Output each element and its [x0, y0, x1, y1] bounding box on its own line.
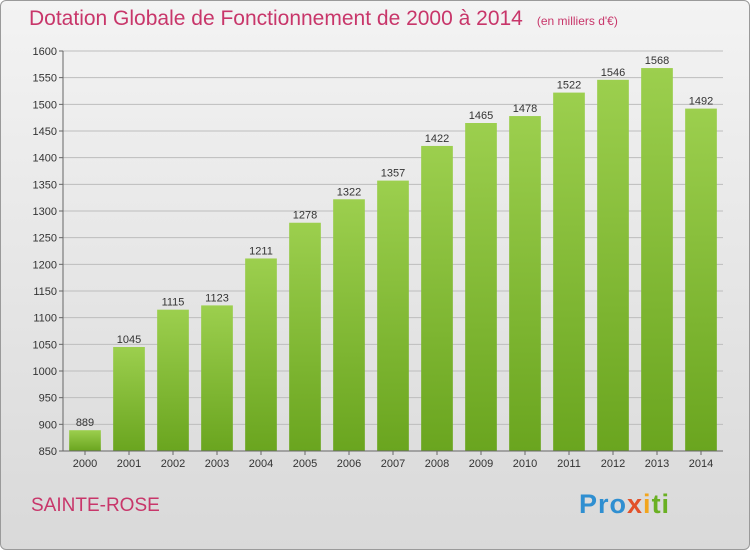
bar-2008	[421, 145, 453, 451]
bar-2007	[377, 180, 409, 451]
y-tick-label: 1050	[33, 339, 57, 351]
bars: 889 1045 1115 1123 1211 1278 1322 1357 1422 1465 1…	[69, 55, 717, 452]
y-tick-label: 950	[39, 393, 57, 405]
x-tick-label: 2001	[117, 458, 141, 470]
bar-value-label: 1478	[513, 103, 537, 115]
y-tick-label: 1450	[33, 126, 57, 138]
bar-value-label: 1522	[557, 80, 581, 92]
x-tick-label: 2008	[425, 458, 449, 470]
bar-2011	[553, 92, 585, 451]
x-tick-label: 2009	[469, 458, 493, 470]
y-tick-label: 1000	[33, 366, 57, 378]
x-tick-label: 2007	[381, 458, 405, 470]
y-tick-label: 1600	[33, 46, 57, 58]
bar-2005	[289, 222, 321, 451]
y-tick-label: 1350	[33, 179, 57, 191]
bar-2002	[157, 309, 189, 451]
bar-2001	[113, 347, 145, 451]
bar-value-label: 1465	[469, 110, 493, 122]
x-tick-label: 2003	[205, 458, 229, 470]
x-tick-label: 2000	[73, 458, 97, 470]
x-tick-label: 2013	[645, 458, 669, 470]
y-tick-label: 1300	[33, 206, 57, 218]
bar-2010	[509, 116, 541, 452]
y-tick-label: 1150	[33, 286, 57, 298]
bar-2012	[597, 79, 629, 452]
chart-title-text: Dotation Globale de Fonctionnement de 20…	[29, 7, 523, 30]
x-tick-label: 2005	[293, 458, 317, 470]
bar-value-label: 1278	[293, 210, 317, 222]
bar-value-label: 1211	[249, 245, 273, 257]
y-axis: 850 900 950 1000 1050 1100 1150 1200 1250 1300 135…	[33, 46, 64, 458]
y-tick-label: 1400	[33, 153, 57, 165]
y-tick-label: 1550	[33, 73, 57, 85]
bar-value-label: 1422	[425, 133, 449, 145]
bar-2014	[685, 108, 717, 451]
logo-part-1: Pro	[579, 489, 628, 519]
bar-2000	[69, 430, 101, 451]
bar-value-label: 1045	[117, 334, 141, 346]
logo-part-3: i	[643, 489, 652, 519]
bar-value-label: 1123	[205, 292, 229, 304]
x-tick-label: 2010	[513, 458, 537, 470]
chart-subtitle: (en milliers d'€)	[536, 14, 618, 28]
commune-name: SAINTE-ROSE	[31, 495, 160, 516]
x-tick-label: 2006	[337, 458, 361, 470]
x-tick-label: 2002	[161, 458, 185, 470]
y-tick-label: 1100	[33, 313, 57, 325]
x-tick-label: 2012	[601, 458, 625, 470]
bar-value-label: 889	[76, 417, 94, 429]
logo-part-2: x	[627, 489, 644, 519]
bar-2013	[641, 68, 673, 452]
bar-2006	[333, 199, 365, 451]
bar-value-label: 1115	[162, 297, 185, 309]
y-tick-label: 900	[39, 419, 57, 431]
x-tick-label: 2004	[249, 458, 273, 470]
bar-2003	[201, 305, 233, 451]
x-axis: 2000 2001 2002 2003 2004 2005 2006 2007 2008 2009…	[63, 450, 723, 470]
logo-part-4: ti	[651, 489, 671, 519]
x-tick-label: 2014	[689, 458, 713, 470]
y-tick-label: 1250	[33, 233, 57, 245]
y-tick-label: 1500	[33, 99, 57, 111]
bar-value-label: 1546	[601, 67, 625, 79]
x-tick-label: 2011	[557, 458, 581, 470]
chart-title: Dotation Globale de Fonctionnement de 20…	[29, 7, 618, 31]
bar-value-label: 1357	[381, 168, 405, 180]
bar-value-label: 1322	[337, 186, 361, 198]
y-tick-label: 850	[39, 446, 57, 458]
y-tick-label: 1200	[33, 259, 57, 271]
bar-value-label: 1492	[689, 96, 713, 108]
bar-2009	[465, 123, 497, 451]
proxiti-logo[interactable]: Proxiti	[579, 489, 670, 520]
bar-value-label: 1568	[645, 55, 669, 67]
bar-2004	[245, 258, 277, 451]
